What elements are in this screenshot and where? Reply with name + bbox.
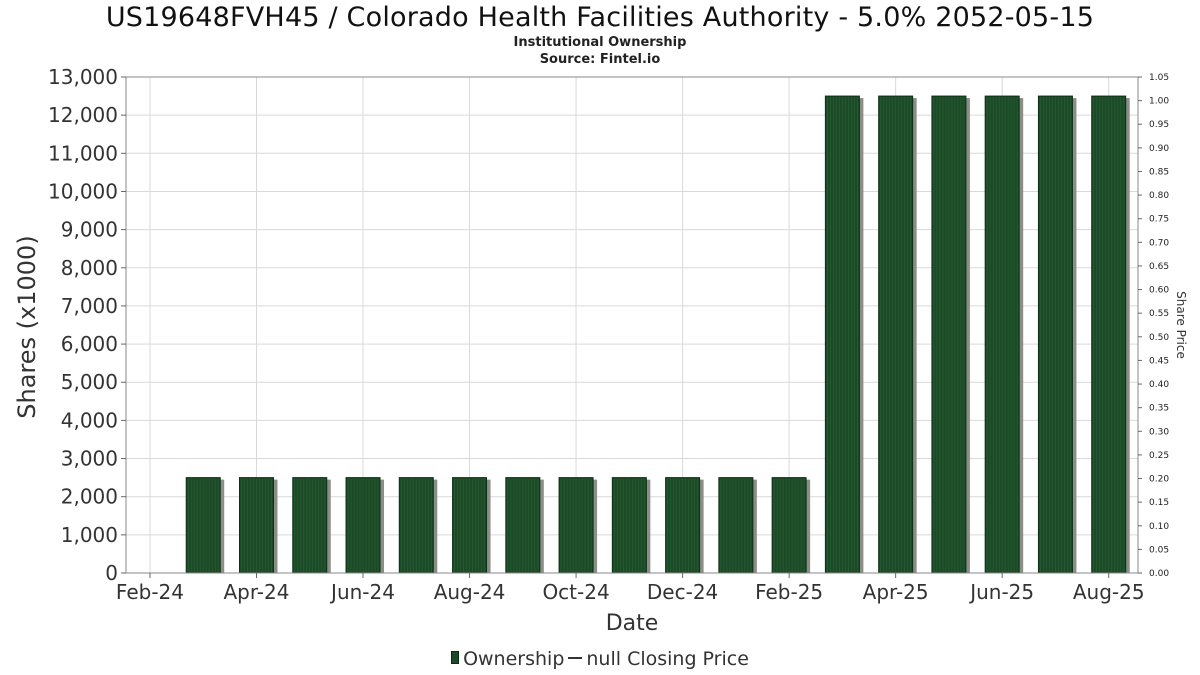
y2-tick-label: 0.10 bbox=[1149, 522, 1169, 532]
plot-border bbox=[125, 76, 1139, 574]
y2-tick-label: 0.15 bbox=[1149, 498, 1169, 508]
y-tick-label: 4,000 bbox=[61, 408, 118, 432]
y2-axis-title: Share Price bbox=[1174, 291, 1188, 359]
y-tick-label: 2,000 bbox=[61, 485, 118, 509]
y-axis-title: Shares (x1000) bbox=[13, 235, 41, 418]
chart-legend: Ownership null Closing Price bbox=[0, 648, 1200, 670]
x-tick-label: Oct-24 bbox=[542, 580, 609, 604]
x-axis-title: Date bbox=[606, 611, 659, 636]
y2-tick-label: 0.25 bbox=[1149, 451, 1169, 461]
y2-tick-label: 0.70 bbox=[1149, 238, 1169, 248]
x-tick-label: Apr-25 bbox=[863, 580, 929, 604]
legend-closing-price-label: null Closing Price bbox=[586, 648, 749, 670]
y2-tick-label: 0.40 bbox=[1149, 380, 1169, 390]
x-tick-label: Feb-25 bbox=[755, 580, 823, 604]
x-tick-label: Feb-24 bbox=[116, 580, 184, 604]
x-tick-label: Jun-24 bbox=[329, 580, 395, 604]
y-tick-label: 1,000 bbox=[61, 523, 118, 547]
y2-tick-label: 0.20 bbox=[1149, 475, 1169, 485]
legend-ownership-swatch bbox=[451, 651, 460, 664]
legend-ownership-label: Ownership bbox=[463, 648, 565, 670]
chart-subtitle-source: Source: Fintel.io bbox=[539, 52, 661, 67]
y2-tick-label: 0.00 bbox=[1149, 569, 1169, 579]
y2-tick-label: 0.60 bbox=[1149, 286, 1169, 296]
y2-tick-label: 0.05 bbox=[1149, 545, 1169, 555]
x-tick-label: Apr-24 bbox=[223, 580, 289, 604]
y2-tick-label: 0.75 bbox=[1149, 215, 1169, 225]
y-tick-label: 11,000 bbox=[48, 141, 118, 165]
x-tick-label: Jun-25 bbox=[968, 580, 1034, 604]
y-tick-label: 8,000 bbox=[61, 256, 118, 280]
y2-tick-label: 0.80 bbox=[1149, 191, 1169, 201]
y2-tick-label: 0.30 bbox=[1149, 427, 1169, 437]
y2-tick-label: 0.45 bbox=[1149, 356, 1169, 366]
y-tick-label: 7,000 bbox=[61, 294, 118, 318]
y-tick-label: 12,000 bbox=[48, 103, 118, 127]
x-tick-label: Aug-24 bbox=[434, 580, 506, 604]
x-tick-label: Dec-24 bbox=[647, 580, 718, 604]
y-tick-label: 10,000 bbox=[48, 179, 118, 203]
y2-tick-label: 0.95 bbox=[1149, 120, 1169, 130]
y2-tick-label: 0.65 bbox=[1149, 262, 1169, 272]
y-tick-label: 3,000 bbox=[61, 447, 118, 471]
y2-tick-label: 0.35 bbox=[1149, 404, 1169, 414]
y2-tick-label: 0.85 bbox=[1149, 167, 1169, 177]
y2-tick-label: 0.55 bbox=[1149, 309, 1169, 319]
y-tick-label: 0 bbox=[105, 561, 118, 585]
y-tick-label: 9,000 bbox=[61, 218, 118, 242]
y-tick-label: 6,000 bbox=[61, 332, 118, 356]
x-tick-label: Aug-25 bbox=[1073, 580, 1145, 604]
y-tick-label: 13,000 bbox=[48, 65, 118, 89]
y2-tick-label: 0.90 bbox=[1149, 144, 1169, 154]
y2-tick-label: 0.50 bbox=[1149, 333, 1169, 343]
y2-tick-label: 1.05 bbox=[1149, 73, 1169, 83]
chart-title: US19648FVH45 / Colorado Health Facilitie… bbox=[105, 2, 1095, 33]
legend-closing-price-line bbox=[568, 657, 583, 659]
y-tick-label: 5,000 bbox=[61, 370, 118, 394]
y2-tick-label: 1.00 bbox=[1149, 97, 1169, 107]
chart-subtitle-ownership: Institutional Ownership bbox=[513, 35, 687, 50]
